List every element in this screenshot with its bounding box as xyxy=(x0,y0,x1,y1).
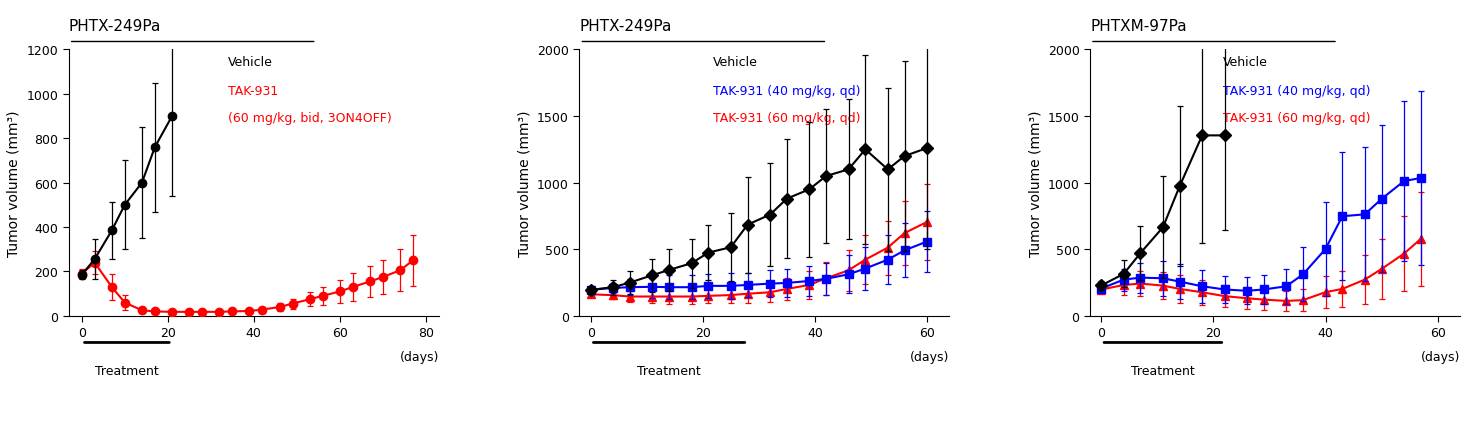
Text: TAK-931 (40 mg/kg, qd): TAK-931 (40 mg/kg, qd) xyxy=(713,85,860,98)
Text: PHTXM-97Pa: PHTXM-97Pa xyxy=(1090,19,1187,34)
Text: TAK-931 (40 mg/kg, qd): TAK-931 (40 mg/kg, qd) xyxy=(1223,85,1370,98)
Y-axis label: Tumor volume (mm³): Tumor volume (mm³) xyxy=(518,110,531,256)
Text: PHTX-249Pa: PHTX-249Pa xyxy=(579,19,672,34)
Text: Treatment: Treatment xyxy=(637,364,701,377)
Text: Vehicle: Vehicle xyxy=(227,55,273,69)
Text: TAK-931: TAK-931 xyxy=(227,85,279,98)
Text: Treatment: Treatment xyxy=(95,364,158,377)
Text: (days): (days) xyxy=(910,350,949,364)
Y-axis label: Tumor volume (mm³): Tumor volume (mm³) xyxy=(7,110,21,256)
Text: (days): (days) xyxy=(1420,350,1460,364)
Text: TAK-931 (60 mg/kg, qd): TAK-931 (60 mg/kg, qd) xyxy=(713,111,860,124)
Text: (60 mg/kg, bid, 3ON4OFF): (60 mg/kg, bid, 3ON4OFF) xyxy=(227,111,392,124)
Text: PHTX-249Pa: PHTX-249Pa xyxy=(69,19,161,34)
Text: Vehicle: Vehicle xyxy=(1223,55,1267,69)
Text: TAK-931 (60 mg/kg, qd): TAK-931 (60 mg/kg, qd) xyxy=(1223,111,1370,124)
Text: Vehicle: Vehicle xyxy=(713,55,757,69)
Y-axis label: Tumor volume (mm³): Tumor volume (mm³) xyxy=(1028,110,1042,256)
Text: Treatment: Treatment xyxy=(1131,364,1194,377)
Text: (days): (days) xyxy=(399,350,439,364)
